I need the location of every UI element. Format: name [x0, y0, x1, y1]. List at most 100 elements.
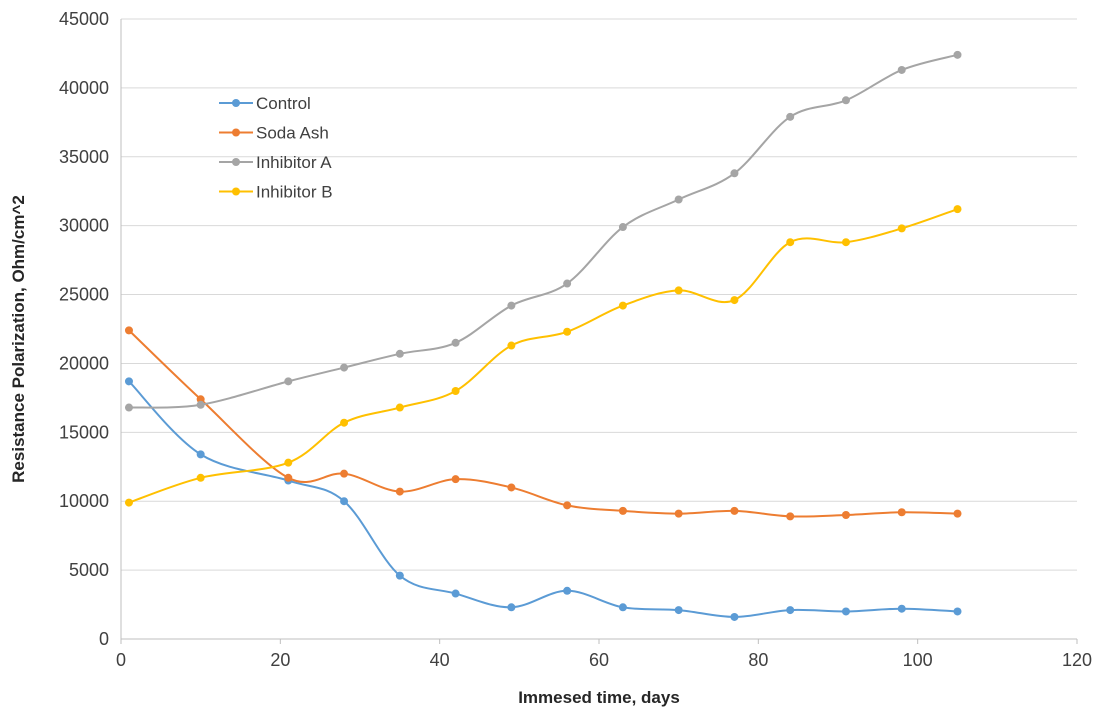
series-control — [124, 377, 962, 621]
data-point-inhibitor-a — [953, 50, 962, 59]
data-point-control — [730, 612, 739, 621]
data-point-inhibitor-a — [395, 349, 404, 358]
legend-label: Control — [256, 94, 311, 113]
x-tick-label: 0 — [116, 650, 126, 670]
data-point-inhibitor-b — [841, 238, 850, 247]
series-lines — [124, 50, 962, 621]
legend-swatch-marker — [232, 99, 240, 107]
series-inhibitor-a — [124, 50, 962, 412]
data-point-control — [841, 607, 850, 616]
y-tick-label: 5000 — [69, 560, 109, 580]
legend-swatch-marker — [232, 187, 240, 196]
y-tick-label: 45000 — [59, 9, 109, 29]
y-tick-label: 0 — [99, 629, 109, 649]
data-point-inhibitor-a — [340, 363, 349, 372]
x-tick-label: 120 — [1062, 650, 1092, 670]
data-point-inhibitor-a — [730, 169, 739, 178]
data-point-inhibitor-b — [507, 341, 516, 350]
legend-item-inhibitor-b: Inhibitor B — [219, 183, 333, 202]
data-point-inhibitor-b — [953, 205, 962, 214]
data-point-inhibitor-a — [786, 112, 795, 121]
data-point-inhibitor-a — [841, 96, 850, 105]
data-point-soda-ash — [730, 506, 739, 515]
axes: 0 5000 10000 15000 20000 25000 30000 35000 40000… — [59, 9, 1092, 670]
data-point-inhibitor-a — [507, 301, 516, 310]
data-point-inhibitor-b — [451, 387, 460, 395]
data-point-inhibitor-b — [897, 224, 906, 233]
series-line-inhibitor-a — [128, 53, 958, 409]
x-tick-label: 60 — [589, 650, 609, 670]
series-soda-ash — [124, 326, 962, 521]
data-point-inhibitor-b — [674, 286, 683, 295]
data-point-inhibitor-a — [563, 279, 572, 288]
legend-swatch-marker — [232, 128, 240, 137]
data-point-soda-ash — [897, 508, 906, 517]
data-point-control — [196, 450, 205, 459]
data-point-control — [395, 571, 404, 580]
series-line-control — [128, 380, 958, 618]
data-point-control — [953, 607, 962, 616]
data-point-control — [507, 603, 516, 612]
data-point-inhibitor-a — [674, 195, 683, 204]
data-point-inhibitor-a — [196, 400, 205, 409]
data-point-inhibitor-b — [730, 296, 739, 305]
data-point-soda-ash — [786, 512, 795, 521]
data-point-inhibitor-a — [618, 223, 627, 232]
x-axis-title: Immesed time, days — [518, 688, 680, 707]
data-point-inhibitor-a — [897, 65, 906, 74]
legend-label: Inhibitor A — [256, 153, 332, 172]
data-point-inhibitor-a — [451, 338, 460, 347]
data-point-inhibitor-b — [786, 238, 795, 247]
data-point-soda-ash — [196, 395, 205, 404]
y-tick-label: 35000 — [59, 147, 109, 167]
data-point-inhibitor-b — [124, 498, 133, 507]
data-point-soda-ash — [953, 509, 962, 518]
data-point-soda-ash — [841, 511, 850, 519]
y-axis-title: Resistance Polarization, Ohm/cm^2 — [9, 195, 28, 483]
data-point-soda-ash — [284, 473, 293, 482]
data-point-control — [451, 589, 460, 598]
data-point-inhibitor-b — [196, 473, 205, 482]
data-point-control — [563, 586, 572, 595]
data-point-inhibitor-b — [563, 327, 572, 336]
data-point-soda-ash — [563, 501, 572, 510]
data-point-control — [340, 497, 349, 506]
x-tick-label: 100 — [903, 650, 933, 670]
data-point-inhibitor-a — [284, 377, 293, 386]
y-tick-label: 30000 — [59, 216, 109, 236]
x-tick-label: 20 — [270, 650, 290, 670]
data-point-control — [674, 606, 683, 615]
x-tick-label: 80 — [748, 650, 768, 670]
legend-item-control: Control — [219, 94, 311, 113]
legend: Control Soda Ash Inhibitor A Inhibitor B — [219, 94, 333, 202]
data-point-soda-ash — [674, 509, 683, 518]
y-tick-label: 25000 — [59, 285, 109, 305]
data-point-soda-ash — [451, 475, 460, 484]
data-point-inhibitor-a — [124, 403, 133, 412]
data-point-soda-ash — [395, 487, 404, 496]
series-line-soda-ash — [128, 329, 958, 518]
legend-label: Soda Ash — [256, 124, 329, 143]
series-inhibitor-b — [124, 205, 962, 507]
data-point-control — [786, 606, 795, 615]
y-tick-label: 15000 — [59, 422, 109, 442]
legend-item-soda-ash: Soda Ash — [219, 124, 329, 143]
y-tick-label: 10000 — [59, 491, 109, 511]
legend-item-inhibitor-a: Inhibitor A — [219, 153, 332, 172]
legend-swatch-marker — [232, 158, 240, 166]
data-point-soda-ash — [124, 326, 133, 335]
data-point-control — [124, 377, 133, 386]
data-point-inhibitor-b — [618, 301, 627, 310]
data-point-control — [897, 604, 906, 613]
legend-label: Inhibitor B — [256, 183, 333, 202]
data-point-inhibitor-b — [340, 418, 349, 427]
x-tick-label: 40 — [430, 650, 450, 670]
y-tick-label: 20000 — [59, 353, 109, 373]
data-point-soda-ash — [618, 506, 627, 515]
data-point-soda-ash — [507, 483, 516, 492]
series-line-inhibitor-b — [128, 208, 958, 504]
gridlines — [121, 18, 1077, 571]
y-tick-label: 40000 — [59, 78, 109, 98]
